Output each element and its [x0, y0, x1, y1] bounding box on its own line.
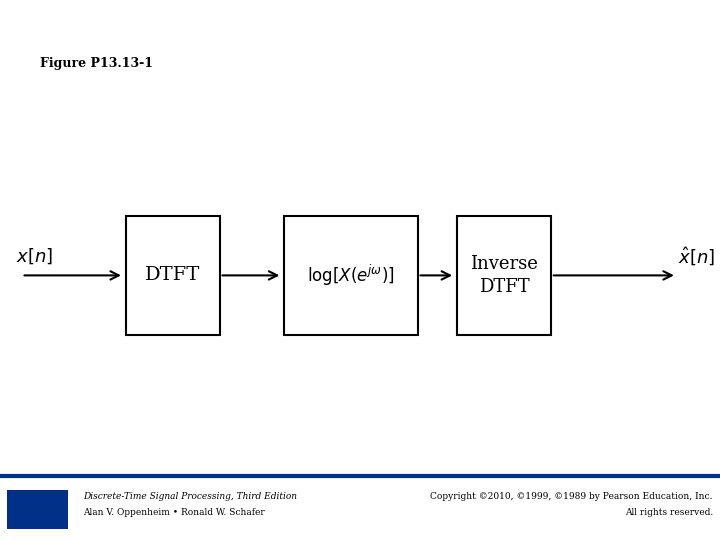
- Bar: [126, 216, 220, 335]
- Text: PEARSON: PEARSON: [19, 505, 64, 514]
- Text: DTFT: DTFT: [145, 266, 200, 285]
- Text: Copyright ©2010, ©1999, ©1989 by Pearson Education, Inc.: Copyright ©2010, ©1999, ©1989 by Pearson…: [431, 492, 713, 502]
- Bar: [457, 216, 551, 335]
- Text: All rights reserved.: All rights reserved.: [624, 508, 713, 517]
- Text: Discrete-Time Signal Processing, Third Edition: Discrete-Time Signal Processing, Third E…: [83, 492, 297, 502]
- Bar: [284, 216, 418, 335]
- Text: ~~~: ~~~: [32, 515, 51, 524]
- Text: $\hat{x}[n]$: $\hat{x}[n]$: [678, 245, 715, 268]
- Text: Alan V. Oppenheim • Ronald W. Schafer: Alan V. Oppenheim • Ronald W. Schafer: [83, 508, 264, 517]
- Text: Figure P13.13-1: Figure P13.13-1: [40, 57, 153, 70]
- Text: Inverse
DTFT: Inverse DTFT: [470, 254, 538, 296]
- Text: $x[n]$: $x[n]$: [16, 247, 53, 266]
- Text: $\mathrm{log}[X(e^{j\omega})]$: $\mathrm{log}[X(e^{j\omega})]$: [307, 263, 395, 288]
